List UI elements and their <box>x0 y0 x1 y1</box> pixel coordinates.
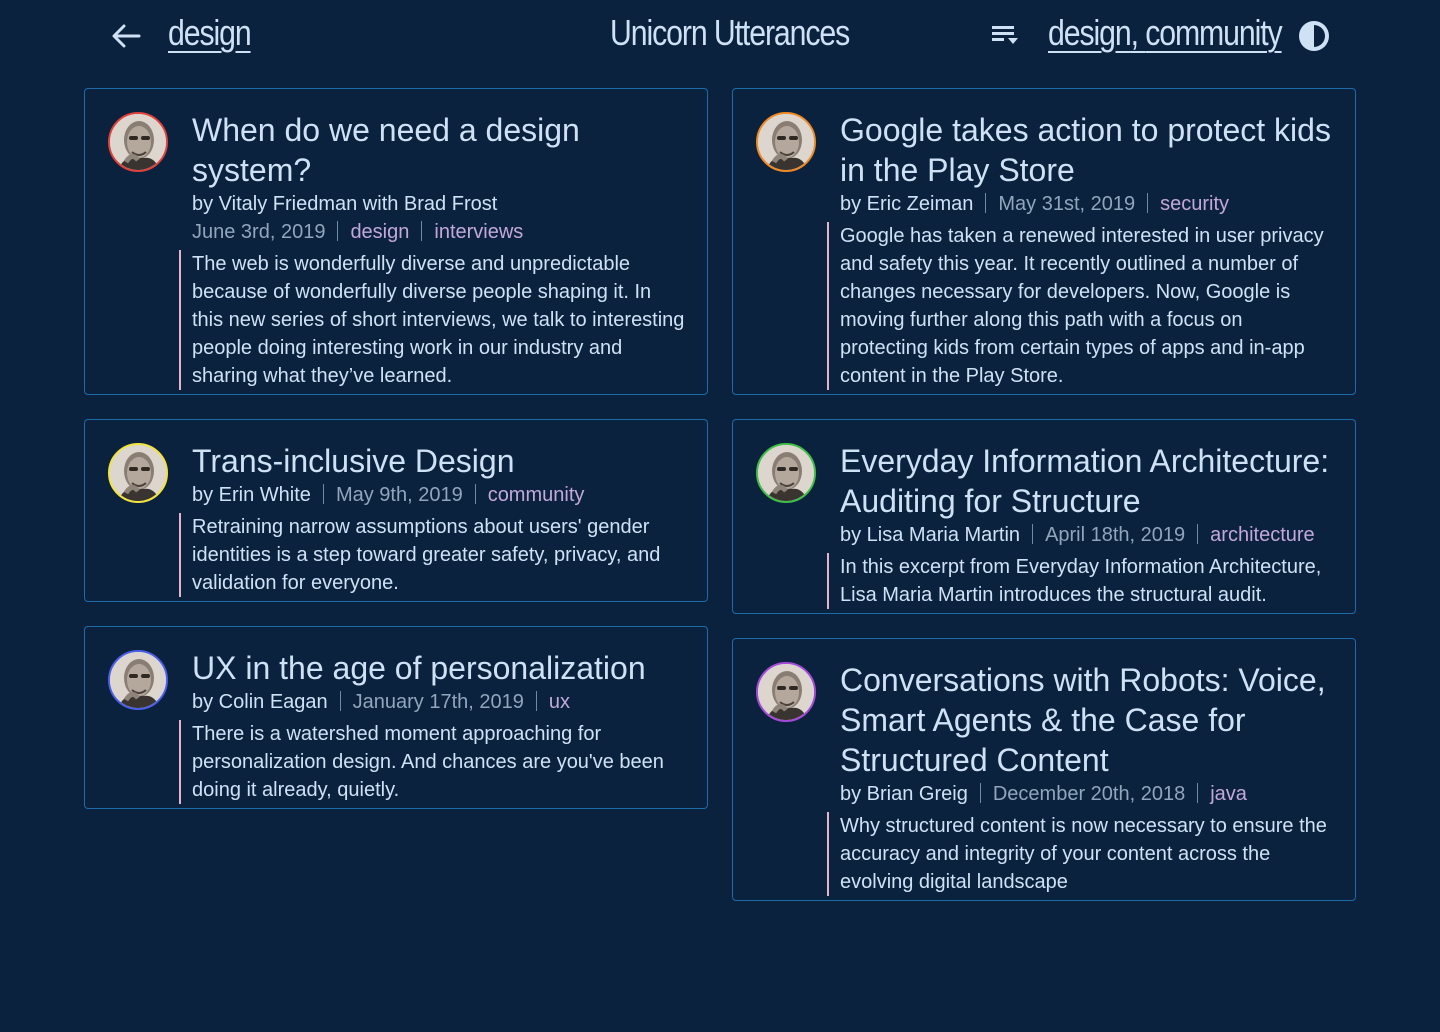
post-card[interactable]: Google takes action to protect kids in t… <box>732 88 1356 395</box>
meta-divider <box>1147 193 1149 213</box>
post-title[interactable]: UX in the age of personalization <box>192 650 646 686</box>
filter-tag[interactable]: design <box>1048 12 1132 53</box>
filter-tag[interactable]: community <box>1145 12 1282 53</box>
post-tag[interactable]: interviews <box>434 221 524 243</box>
post-meta: by Erin White May 9th, 2019 community <box>192 481 687 509</box>
meta-divider <box>1197 783 1199 803</box>
meta-divider <box>1197 524 1199 544</box>
back-arrow-icon[interactable] <box>108 18 144 54</box>
author-avatar[interactable] <box>756 662 816 722</box>
post-author[interactable]: by Lisa Maria Martin <box>840 524 1021 546</box>
post-date: June 3rd, 2019 <box>192 221 326 243</box>
post-meta: by Eric Zeiman May 31st, 2019 security <box>840 190 1335 218</box>
post-date: January 17th, 2019 <box>352 691 524 713</box>
post-title[interactable]: When do we need a design system? <box>192 112 580 188</box>
author-avatar[interactable] <box>108 112 168 172</box>
post-excerpt: In this excerpt from Everyday Informatio… <box>827 553 1335 609</box>
site-header: design Unicorn Utterances design , commu… <box>0 0 1440 76</box>
post-card[interactable]: When do we need a design system? by Vita… <box>84 88 708 395</box>
meta-divider <box>474 484 476 504</box>
post-meta: by Brian Greig December 20th, 2018 java <box>840 780 1335 808</box>
meta-divider <box>421 221 423 241</box>
post-title[interactable]: Everyday Information Architecture: Audit… <box>840 443 1330 519</box>
post-tag[interactable]: ux <box>548 691 571 713</box>
filter-tag-separator: , <box>1130 12 1146 53</box>
post-tag[interactable]: security <box>1160 193 1230 215</box>
post-date: December 20th, 2018 <box>992 783 1186 805</box>
post-tag[interactable]: java <box>1210 783 1247 805</box>
meta-divider <box>339 691 341 711</box>
post-tag[interactable]: community <box>487 484 585 506</box>
author-avatar[interactable] <box>108 650 168 710</box>
active-filter-tags[interactable]: design , community <box>1048 12 1283 54</box>
post-excerpt: Google has taken a renewed interested in… <box>827 222 1335 390</box>
post-author[interactable]: by Vitaly Friedman with Brad Frost <box>192 193 498 215</box>
author-avatar[interactable] <box>756 443 816 503</box>
post-meta: by Colin Eagan January 17th, 2019 ux <box>192 688 687 716</box>
post-title[interactable]: Conversations with Robots: Voice, Smart … <box>840 662 1326 778</box>
breadcrumb-link[interactable]: design <box>168 12 252 53</box>
post-date: May 31st, 2019 <box>998 193 1136 215</box>
filter-sort-icon[interactable] <box>988 20 1024 52</box>
post-card[interactable]: UX in the age of personalization by Coli… <box>84 626 708 809</box>
post-excerpt: Why structured content is now necessary … <box>827 812 1335 896</box>
author-avatar[interactable] <box>108 443 168 503</box>
dark-mode-toggle-icon[interactable] <box>1296 18 1332 54</box>
post-author[interactable]: by Brian Greig <box>840 783 968 805</box>
post-title[interactable]: Trans-inclusive Design <box>192 443 515 479</box>
meta-divider <box>1032 524 1034 544</box>
site-title[interactable]: Unicorn Utterances <box>610 12 850 53</box>
post-author[interactable]: by Erin White <box>192 484 311 506</box>
post-excerpt: The web is wonderfully diverse and unpre… <box>179 250 687 390</box>
post-card[interactable]: Everyday Information Architecture: Audit… <box>732 419 1356 614</box>
post-column-right: Google takes action to protect kids in t… <box>732 88 1356 925</box>
post-card[interactable]: Conversations with Robots: Voice, Smart … <box>732 638 1356 901</box>
meta-divider <box>979 783 981 803</box>
post-column-left: When do we need a design system? by Vita… <box>84 88 708 833</box>
post-title[interactable]: Google takes action to protect kids in t… <box>840 112 1331 188</box>
post-author[interactable]: by Colin Eagan <box>192 691 328 713</box>
post-author[interactable]: by Eric Zeiman <box>840 193 974 215</box>
post-tag[interactable]: design <box>350 221 410 243</box>
meta-divider <box>337 221 339 241</box>
post-meta: by Vitaly Friedman with Brad Frost June 3… <box>192 190 687 246</box>
meta-divider <box>535 691 537 711</box>
post-excerpt: Retraining narrow assumptions about user… <box>179 513 687 597</box>
post-card[interactable]: Trans-inclusive Design by Erin White May … <box>84 419 708 602</box>
meta-divider <box>322 484 324 504</box>
post-meta: by Lisa Maria Martin April 18th, 2019 arch… <box>840 521 1335 549</box>
author-avatar[interactable] <box>756 112 816 172</box>
post-date: April 18th, 2019 <box>1045 524 1186 546</box>
meta-divider <box>985 193 987 213</box>
post-excerpt: There is a watershed moment approaching … <box>179 720 687 804</box>
post-date: May 9th, 2019 <box>335 484 463 506</box>
post-tag[interactable]: architecture <box>1210 524 1315 546</box>
